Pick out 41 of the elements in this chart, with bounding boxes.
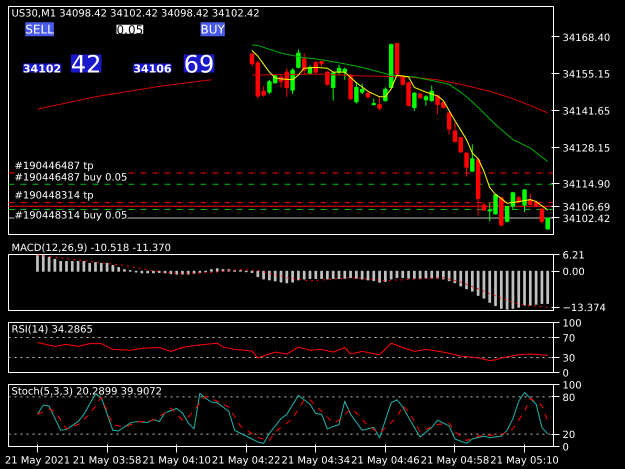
ref-line-label: 34102.42 [562, 214, 610, 225]
y-tick-label: 70 [562, 334, 576, 344]
x-tick-label: 21 May 04:46 [351, 456, 420, 466]
y-tick-label: 0 [562, 442, 569, 454]
y-tick-label: −13.374 [562, 303, 606, 314]
annotation: 42 [70, 50, 102, 78]
y-tick-label: 34155.15 [562, 69, 610, 80]
y-tick-label: 34141.65 [562, 106, 610, 118]
y-tick-label: 100 [562, 380, 582, 392]
chart-title: RSI(14) 34.2865 [12, 324, 93, 336]
x-tick-label: 21 May 05:10 [490, 456, 559, 466]
ref-line-label: #190446487 tp [14, 161, 94, 172]
chart-title: MACD(12,26,9) -10.518 -11.370 [12, 243, 172, 254]
ref-line-label: 34106.69 [562, 202, 610, 214]
annotation: SELL [25, 22, 54, 36]
chart-title: US30,M1 34098.42 34102.42 34098.42 34102.42 [12, 8, 260, 20]
annotation: BUY [200, 22, 226, 36]
x-tick-label: 21 May 04:58 [420, 456, 490, 466]
y-tick-label: 6.21 [562, 250, 585, 262]
y-tick-label: 0.00 [562, 267, 585, 278]
y-tick-label: 30 [562, 354, 576, 364]
x-tick-label: 21 May 04:22 [212, 456, 281, 466]
annotation: 69 [184, 50, 214, 78]
y-tick-label: 100 [562, 318, 582, 330]
x-tick-label: 21 May 2021 [4, 456, 70, 466]
y-tick-label: 34114.90 [562, 180, 610, 191]
annotation: 34102 [22, 62, 62, 76]
chart-title: Stoch(5,3,3) 20.2899 39.9072 [12, 386, 162, 398]
x-tick-label: 21 May 03:58 [72, 456, 142, 466]
annotation: 34106 [133, 62, 172, 76]
y-tick-label: 34128.15 [562, 143, 610, 154]
y-tick-label: 34168.40 [562, 32, 610, 44]
y-tick-label: 0 [562, 368, 569, 380]
ref-line-label: #190448314 buy 0.05 [14, 210, 128, 222]
ref-line-label: #190448314 tp [14, 190, 94, 202]
x-tick-label: 21 May 04:10 [142, 456, 211, 466]
ref-line-label: #190446487 buy 0.05 [14, 172, 128, 184]
y-tick-label: 20 [562, 430, 576, 442]
annotation: 0.05 [116, 22, 144, 37]
x-tick-label: 21 May 04:34 [282, 456, 350, 466]
y-tick-label: 80 [562, 392, 576, 404]
